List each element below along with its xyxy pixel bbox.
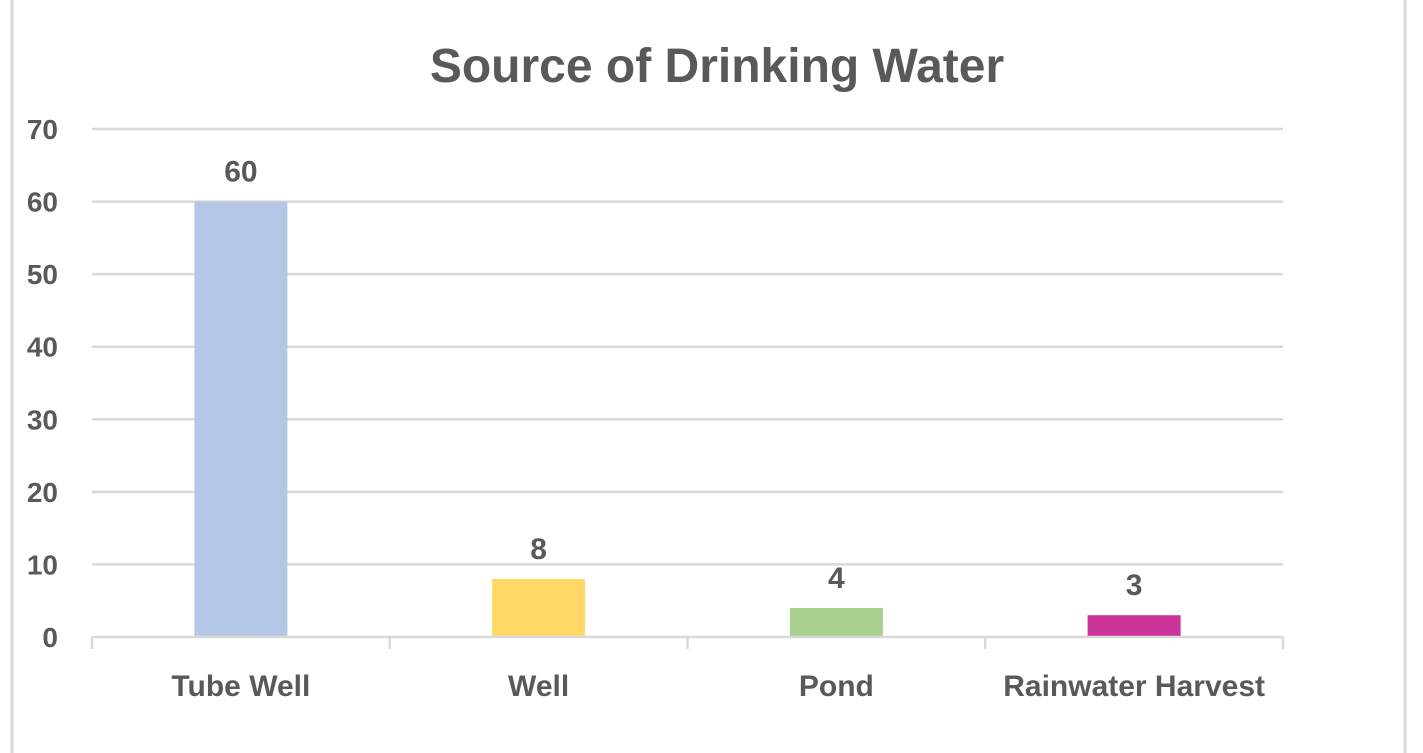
- bar-tube-well: [194, 201, 288, 638]
- gridlines: [92, 127, 1283, 566]
- y-tick-label: 0: [42, 622, 58, 653]
- y-tick-label: 20: [27, 477, 58, 508]
- y-tick-label: 50: [27, 259, 58, 290]
- bars: [194, 201, 1181, 638]
- bar-rainwater-harvest: [1087, 615, 1181, 637]
- y-tick-label: 10: [27, 549, 58, 580]
- x-tick-label: Well: [508, 670, 569, 703]
- y-tick-label: 60: [27, 187, 58, 218]
- bar-well: [492, 578, 586, 637]
- y-axis-ticks: 0 10 20 30 40 50 60 70: [27, 114, 58, 653]
- y-tick-label: 70: [27, 114, 58, 145]
- data-labels: 60 8 4 3: [224, 156, 1142, 603]
- x-axis: Tube Well Well Pond Rainwater Harvest: [90, 635, 1285, 703]
- y-tick-label: 30: [27, 404, 58, 435]
- x-tick-label: Tube Well: [171, 670, 310, 703]
- chart-title: Source of Drinking Water: [430, 40, 1004, 93]
- data-label: 8: [530, 533, 547, 566]
- data-label: 60: [224, 156, 257, 189]
- bar-pond: [789, 607, 883, 637]
- data-label: 4: [828, 562, 845, 595]
- x-tick-label: Pond: [799, 670, 874, 703]
- data-label: 3: [1126, 569, 1143, 602]
- y-tick-label: 40: [27, 332, 58, 363]
- x-tick-label: Rainwater Harvest: [1003, 670, 1265, 703]
